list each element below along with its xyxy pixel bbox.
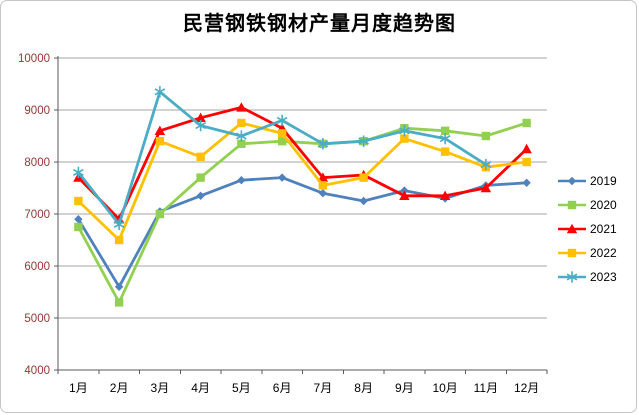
series-marker-2023 bbox=[73, 168, 84, 176]
x-tick-label: 1月 bbox=[69, 381, 88, 395]
series-marker-2021 bbox=[236, 102, 247, 112]
series-marker-2023 bbox=[113, 220, 125, 228]
series-marker-2020 bbox=[481, 131, 491, 141]
series-marker-2022 bbox=[155, 137, 165, 146]
series-marker-2021 bbox=[317, 172, 329, 182]
series-marker-2020 bbox=[155, 209, 165, 219]
legend-item-2023: 2023 bbox=[557, 267, 617, 286]
series-marker-2019 bbox=[359, 196, 368, 206]
series-marker-2022 bbox=[196, 152, 205, 161]
series-marker-2021 bbox=[154, 125, 166, 135]
series-marker-2023 bbox=[195, 122, 206, 130]
legend-swatch-diamond-icon bbox=[558, 176, 586, 185]
legend-item-2022: 2022 bbox=[557, 243, 617, 262]
series-marker-2022 bbox=[318, 181, 328, 190]
series-marker-2019 bbox=[74, 215, 83, 224]
series-marker-2023 bbox=[276, 116, 288, 124]
legend-item-2019: 2019 bbox=[557, 171, 617, 190]
x-tick-label: 5月 bbox=[232, 381, 251, 395]
series-marker-2019 bbox=[196, 191, 205, 200]
series-marker-2023 bbox=[317, 140, 329, 148]
y-tick-label: 7000 bbox=[24, 209, 50, 221]
series-marker-2020 bbox=[277, 137, 287, 146]
y-tick-label: 9000 bbox=[24, 105, 50, 117]
x-tick-label: 2月 bbox=[110, 381, 129, 395]
series-marker-2020 bbox=[522, 118, 531, 128]
y-tick-label: 4000 bbox=[24, 365, 50, 377]
y-tick-label: 6000 bbox=[24, 261, 50, 273]
legend-label: 2021 bbox=[590, 221, 617, 236]
series-marker-2020 bbox=[74, 222, 83, 232]
legend-label: 2019 bbox=[590, 173, 617, 188]
legend-swatch-triangle-icon bbox=[558, 223, 586, 233]
legend-swatch-square-icon bbox=[558, 248, 586, 257]
x-tick-label: 3月 bbox=[151, 381, 170, 395]
legend-swatch-asterisk-icon bbox=[558, 270, 586, 283]
series-line-2023 bbox=[76, 90, 488, 226]
series-marker-2020 bbox=[237, 139, 246, 148]
legend-item-2020: 2020 bbox=[557, 195, 617, 214]
series-marker-2023 bbox=[358, 137, 369, 145]
x-tick-label: 6月 bbox=[273, 381, 292, 395]
series-marker-2022 bbox=[359, 173, 368, 182]
legend-item-2021: 2021 bbox=[557, 219, 617, 238]
series-marker-2019 bbox=[522, 178, 531, 187]
series-marker-2019 bbox=[237, 176, 246, 185]
series-marker-2023 bbox=[480, 161, 492, 169]
legend-label: 2022 bbox=[590, 245, 617, 260]
series-marker-2020 bbox=[440, 126, 450, 135]
x-tick-label: 10月 bbox=[432, 381, 457, 395]
x-tick-label: 11月 bbox=[474, 381, 498, 395]
series-marker-2023 bbox=[399, 127, 410, 135]
legend-label: 2023 bbox=[590, 269, 617, 284]
series-marker-2020 bbox=[114, 298, 124, 307]
series-marker-2023 bbox=[154, 88, 166, 96]
series-marker-2022 bbox=[400, 134, 409, 143]
series-marker-2022 bbox=[114, 235, 124, 245]
series-marker-2021 bbox=[480, 182, 492, 193]
series-line-2022 bbox=[76, 121, 529, 242]
series-marker-2022 bbox=[237, 118, 246, 128]
series-marker-2022 bbox=[277, 129, 287, 138]
legend-swatch-square-icon bbox=[558, 200, 586, 209]
series-marker-2019 bbox=[114, 282, 124, 291]
series-line-2021 bbox=[76, 106, 529, 221]
series-marker-2022 bbox=[440, 147, 450, 156]
series-marker-2023 bbox=[439, 135, 451, 143]
series-marker-2021 bbox=[399, 190, 410, 200]
series-marker-2021 bbox=[521, 143, 532, 154]
series-marker-2022 bbox=[522, 157, 531, 167]
series-line-2020 bbox=[76, 121, 529, 304]
series-marker-2019 bbox=[318, 189, 328, 198]
x-tick-label: 4月 bbox=[191, 381, 210, 395]
x-tick-label: 9月 bbox=[395, 381, 414, 395]
y-tick-label: 5000 bbox=[24, 313, 50, 325]
series-line-2019 bbox=[76, 176, 529, 289]
legend-label: 2020 bbox=[590, 197, 617, 212]
series-marker-2023 bbox=[236, 132, 247, 140]
x-tick-label: 8月 bbox=[354, 381, 373, 395]
series-marker-2022 bbox=[74, 196, 83, 206]
series-marker-2021 bbox=[195, 112, 206, 122]
chart-title: 民营钢铁钢材产量月度趋势图 bbox=[183, 13, 456, 35]
y-tick-label: 8000 bbox=[24, 157, 50, 169]
x-tick-label: 12月 bbox=[514, 381, 539, 395]
y-tick-label: 10000 bbox=[18, 53, 50, 65]
chart-legend: 2019 2020 2021 2022 2023 bbox=[557, 171, 617, 286]
series-marker-2020 bbox=[196, 173, 205, 182]
series-marker-2021 bbox=[439, 190, 451, 200]
x-tick-label: 7月 bbox=[314, 381, 333, 395]
series-marker-2019 bbox=[277, 173, 287, 182]
